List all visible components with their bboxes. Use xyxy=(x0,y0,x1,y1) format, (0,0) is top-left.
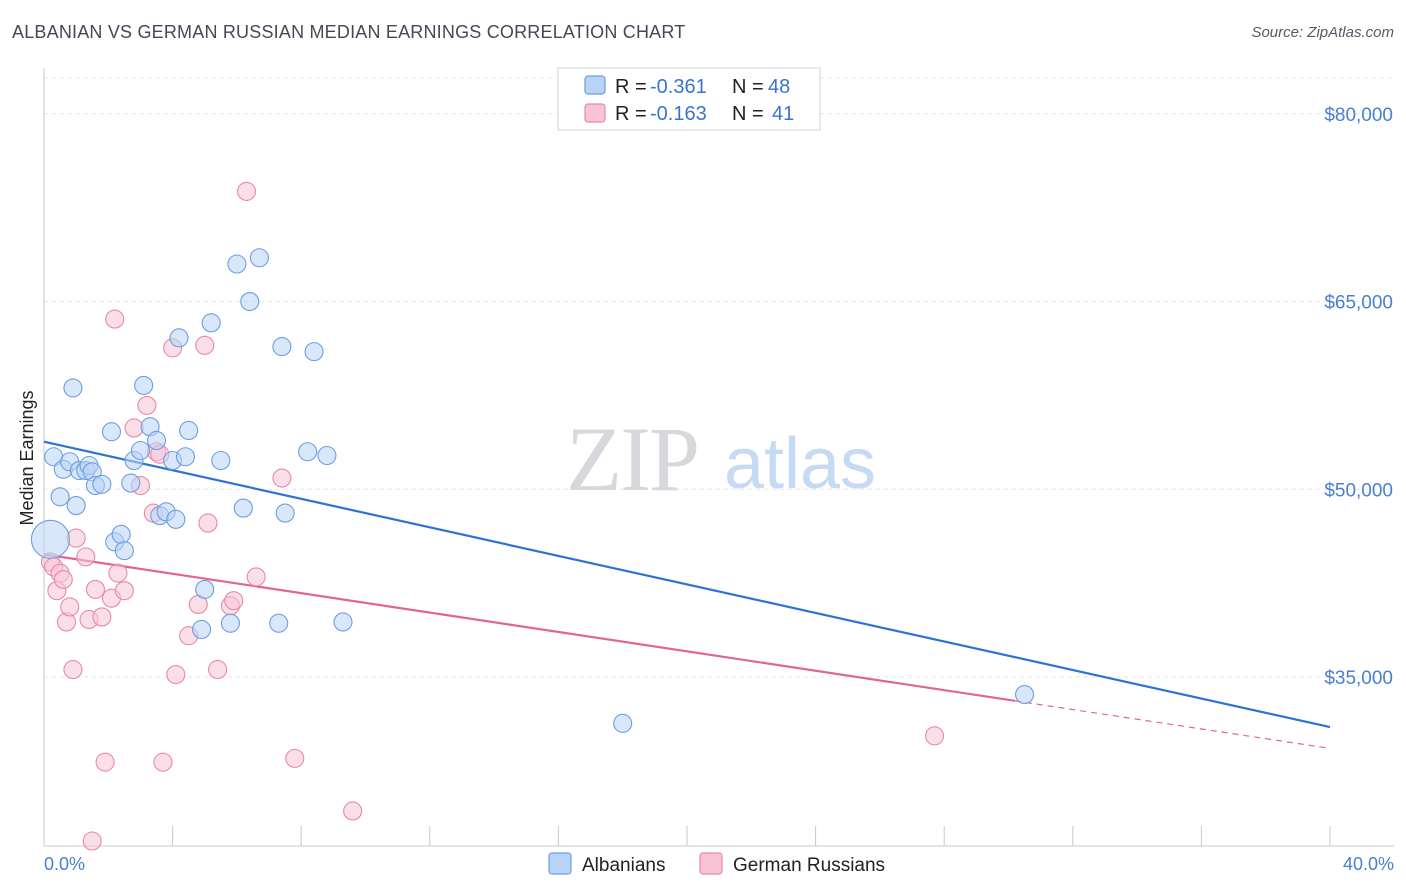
data-point-german-russians xyxy=(925,726,945,746)
legend-n-label-2: N = xyxy=(732,103,764,125)
data-point-albanians xyxy=(269,613,289,633)
data-point-albanians xyxy=(1015,685,1035,705)
data-point-albanians xyxy=(201,313,221,333)
legend-n-value-1: 48 xyxy=(768,76,790,98)
data-point-german-russians xyxy=(82,831,102,851)
data-point-german-russians xyxy=(166,664,186,685)
data-point-german-russians xyxy=(76,547,96,567)
data-point-german-russians xyxy=(137,395,157,415)
y-tick-label: $50,000 xyxy=(1324,480,1393,501)
series-legend-swatch-albanians xyxy=(548,852,572,875)
legend-r-label-1: R = xyxy=(615,76,647,98)
source-credit: Source: ZipAtlas.com xyxy=(1251,24,1394,41)
data-point-albanians xyxy=(211,450,231,471)
data-point-german-russians xyxy=(95,752,115,772)
axes xyxy=(43,68,1394,847)
data-point-german-russians xyxy=(343,801,363,821)
legend-n-label-1: N = xyxy=(732,76,764,98)
data-point-albanians xyxy=(333,612,353,632)
chart-title: ALBANIAN VS GERMAN RUSSIAN MEDIAN EARNIN… xyxy=(12,22,686,42)
trend-line-0 xyxy=(43,440,1331,729)
data-point-albanians xyxy=(63,378,83,398)
trend-lines xyxy=(43,440,1331,749)
watermark-zip: ZIP xyxy=(566,408,698,510)
data-point-albanians xyxy=(114,541,134,561)
data-point-albanians xyxy=(191,619,212,640)
series-legend-label-albanians: Albanians xyxy=(582,855,665,876)
series-legend: Albanians German Russians xyxy=(548,852,885,876)
trend-line-1 xyxy=(43,553,1016,702)
data-point-albanians xyxy=(233,498,253,518)
y-axis-title: Median Earnings xyxy=(17,390,37,525)
legend-swatch-german-russians xyxy=(584,103,606,123)
data-point-albanians xyxy=(175,447,196,467)
data-point-german-russians xyxy=(224,591,244,611)
series-legend-label-german-russians: German Russians xyxy=(733,855,885,876)
stats-legend: R = -0.361 N = 48 R = -0.163 N = 41 xyxy=(557,67,821,131)
data-point-albanians xyxy=(275,503,295,523)
data-point-german-russians xyxy=(198,513,218,533)
data-point-german-russians xyxy=(53,569,73,589)
series-legend-swatch-german-russians xyxy=(699,852,723,875)
data-point-albanians xyxy=(92,474,112,494)
data-point-albanians xyxy=(298,442,318,462)
x-tick-label-max: 40.0% xyxy=(1343,854,1394,874)
data-point-german-russians xyxy=(208,659,228,680)
data-point-german-russians xyxy=(92,607,112,627)
data-point-german-russians xyxy=(105,309,125,329)
data-point-albanians xyxy=(613,713,633,733)
data-point-albanians xyxy=(30,519,70,559)
data-point-german-russians xyxy=(63,659,83,680)
data-point-albanians xyxy=(169,328,189,348)
data-point-albanians xyxy=(249,248,269,268)
data-point-albanians xyxy=(220,613,241,633)
data-point-albanians xyxy=(304,342,324,362)
data-point-german-russians xyxy=(114,581,134,601)
y-tick-labels: $35,000 $50,000 $65,000 $80,000 xyxy=(1324,105,1393,689)
data-point-german-russians xyxy=(272,468,292,488)
data-point-albanians xyxy=(134,375,154,395)
legend-n-value-2: 41 xyxy=(772,103,794,125)
data-point-albanians xyxy=(130,440,150,461)
data-point-german-russians xyxy=(153,752,173,772)
y-tick-label: $80,000 xyxy=(1324,105,1393,126)
data-point-albanians xyxy=(227,254,247,274)
data-point-albanians xyxy=(317,445,337,466)
data-point-german-russians xyxy=(60,597,80,617)
y-tick-label: $65,000 xyxy=(1324,293,1393,314)
data-point-albanians xyxy=(101,422,122,442)
legend-swatch-albanians xyxy=(584,75,606,95)
data-point-albanians xyxy=(195,579,215,599)
data-point-albanians xyxy=(272,337,292,357)
data-point-german-russians xyxy=(124,418,144,438)
data-point-albanians xyxy=(166,509,186,529)
y-tick-label: $35,000 xyxy=(1324,668,1393,689)
data-point-german-russians xyxy=(108,563,128,583)
data-point-german-russians xyxy=(195,335,215,355)
data-point-german-russians xyxy=(246,567,266,587)
data-point-albanians xyxy=(50,487,70,507)
grid-lines xyxy=(44,77,1394,678)
data-point-albanians xyxy=(121,473,141,493)
legend-r-value-1: -0.361 xyxy=(650,76,707,98)
legend-r-label-2: R = xyxy=(615,103,647,125)
legend-r-value-2: -0.163 xyxy=(650,103,707,125)
data-point-german-russians xyxy=(85,579,105,599)
data-point-german-russians xyxy=(285,748,305,768)
watermark: ZIP atlas xyxy=(566,408,876,510)
data-point-albanians xyxy=(111,524,131,544)
trend-line-dashed-1 xyxy=(1014,700,1331,749)
data-point-albanians xyxy=(179,420,199,441)
data-points xyxy=(30,181,1035,851)
data-point-albanians xyxy=(66,496,86,516)
data-point-albanians xyxy=(240,291,260,312)
data-point-german-russians xyxy=(236,181,257,201)
watermark-atlas: atlas xyxy=(724,424,876,504)
x-tick-label-min: 0.0% xyxy=(44,854,85,874)
data-point-albanians xyxy=(146,430,167,451)
